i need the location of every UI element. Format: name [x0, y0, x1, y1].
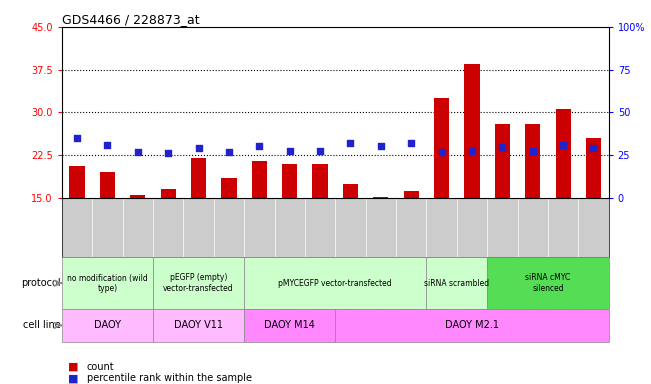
Bar [312, 164, 327, 198]
Bar [495, 124, 510, 198]
Point [133, 149, 143, 155]
Point [163, 150, 173, 156]
Bar [282, 164, 298, 198]
Bar [153, 257, 244, 309]
Bar [161, 189, 176, 198]
Bar [555, 109, 571, 198]
Text: DAOY M2.1: DAOY M2.1 [445, 320, 499, 331]
Bar [426, 257, 487, 309]
Bar [434, 98, 449, 198]
Bar [586, 138, 601, 198]
Point [558, 142, 568, 148]
Text: no modification (wild
type): no modification (wild type) [67, 273, 148, 293]
Bar [62, 309, 153, 342]
Point [72, 135, 82, 141]
Point [193, 145, 204, 151]
Text: DAOY V11: DAOY V11 [174, 320, 223, 331]
Bar [335, 309, 609, 342]
Text: siRNA scrambled: siRNA scrambled [424, 279, 490, 288]
Point [315, 148, 326, 154]
Text: DAOY: DAOY [94, 320, 121, 331]
Text: protocol: protocol [21, 278, 61, 288]
Text: ■: ■ [68, 362, 79, 372]
Text: count: count [87, 362, 114, 372]
Point [467, 148, 477, 154]
Point [376, 143, 386, 149]
Text: pEGFP (empty)
vector-transfected: pEGFP (empty) vector-transfected [163, 273, 234, 293]
Bar [153, 309, 244, 342]
Bar [343, 184, 358, 198]
Bar [70, 166, 85, 198]
Bar [244, 257, 426, 309]
Text: DAOY M14: DAOY M14 [264, 320, 315, 331]
Text: siRNA cMYC
silenced: siRNA cMYC silenced [525, 273, 570, 293]
Point [436, 149, 447, 155]
Text: GDS4466 / 228873_at: GDS4466 / 228873_at [62, 13, 199, 26]
Point [527, 148, 538, 154]
Point [102, 142, 113, 148]
Point [345, 140, 355, 146]
Bar [191, 158, 206, 198]
Bar [373, 197, 389, 198]
Bar [464, 64, 480, 198]
Text: pMYCEGFP vector-transfected: pMYCEGFP vector-transfected [279, 279, 392, 288]
Text: cell line: cell line [23, 320, 61, 331]
Point [406, 140, 417, 146]
Text: percentile rank within the sample: percentile rank within the sample [87, 373, 251, 383]
Point [497, 144, 508, 151]
Bar [244, 309, 335, 342]
Bar [62, 257, 153, 309]
Point [254, 143, 264, 149]
Point [224, 149, 234, 155]
Bar [525, 124, 540, 198]
Point [284, 148, 295, 154]
Bar [487, 257, 609, 309]
Bar [252, 161, 267, 198]
Bar [100, 172, 115, 198]
Bar [130, 195, 145, 198]
Point [589, 145, 599, 151]
Bar [404, 191, 419, 198]
Bar [221, 178, 236, 198]
Text: ■: ■ [68, 373, 79, 383]
